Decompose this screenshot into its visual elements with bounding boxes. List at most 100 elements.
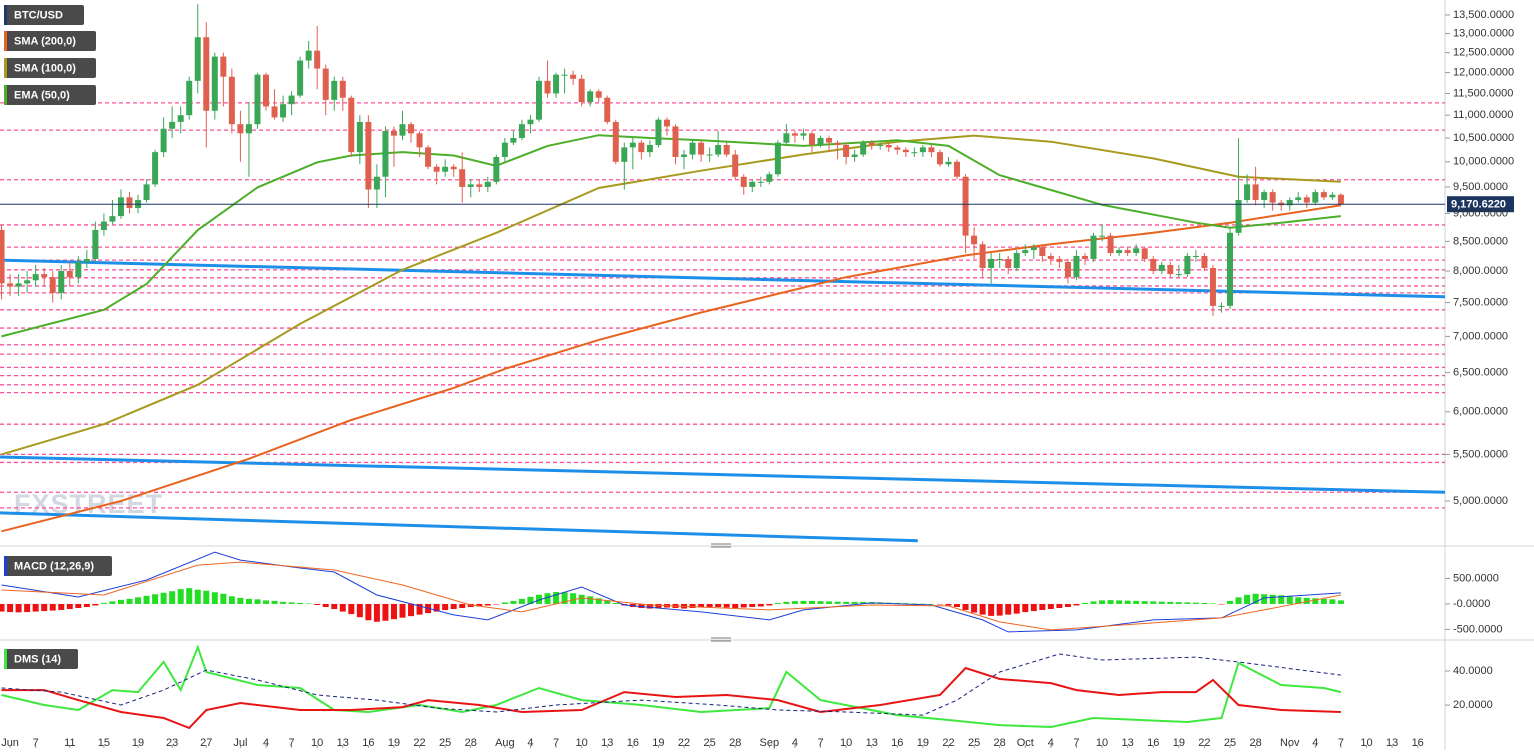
histogram-bar [979, 603, 986, 615]
histogram-bar [66, 603, 73, 610]
candle-body [757, 181, 764, 183]
histogram-bar [518, 598, 525, 604]
candle-body [211, 56, 218, 111]
candle-body [817, 137, 824, 146]
histogram-bar [177, 589, 184, 604]
candle-body [41, 274, 48, 278]
candle-body [143, 184, 150, 200]
candle-body [851, 154, 858, 157]
x-tick-label: 7 [553, 737, 559, 749]
histogram-bar [1312, 598, 1319, 604]
candle-body [1235, 199, 1242, 233]
candle-body [1141, 248, 1148, 259]
histogram-bar [1039, 603, 1046, 611]
y-tick-label: 10,000.0000 [1453, 156, 1514, 168]
candle-body [979, 244, 986, 268]
histogram-bar [595, 598, 602, 604]
candle-body [928, 147, 935, 153]
histogram-bar [117, 599, 124, 604]
histogram-bar [459, 603, 466, 609]
x-tick-label: 7 [289, 737, 295, 749]
candle-body [339, 80, 346, 98]
candle-body [100, 221, 107, 230]
x-tick-label: 16 [362, 737, 374, 749]
histogram-bar [58, 603, 65, 611]
candle-body [501, 142, 508, 157]
candle-body [646, 145, 653, 153]
line [1, 134, 1341, 456]
candle-body [800, 133, 807, 136]
histogram-bar [203, 590, 210, 604]
candle-body [612, 121, 619, 162]
y-tick-label: 8,500.0000 [1453, 235, 1508, 247]
candle-body [237, 124, 244, 134]
histogram-bar [1295, 597, 1302, 604]
histogram-bar [322, 603, 329, 607]
histogram-bar [15, 603, 22, 613]
histogram-bar [109, 601, 116, 604]
candle-body [774, 142, 781, 175]
histogram-bar [501, 602, 508, 604]
candle-body [1150, 258, 1157, 272]
candle-body [1107, 235, 1114, 254]
candle-body [732, 154, 739, 177]
x-tick-label: 19 [132, 737, 144, 749]
line [1, 561, 1341, 631]
y-tick-label: 12,500.0000 [1453, 47, 1514, 59]
histogram-bar [535, 594, 542, 604]
candle-body [263, 74, 270, 107]
candle-body [288, 95, 295, 105]
candle-body [544, 80, 551, 94]
legend-label: SMA (100,0) [14, 62, 76, 74]
histogram-bar [169, 591, 176, 604]
x-tick-label: 10 [576, 737, 588, 749]
legend-label: EMA (50,0) [14, 89, 70, 101]
candle-body [245, 124, 252, 134]
histogram-bar [228, 596, 235, 604]
candle-body [595, 91, 602, 98]
legend-label: BTC/USD [14, 9, 63, 21]
histogram-bar [288, 602, 295, 604]
histogram-bar [7, 603, 14, 613]
histogram-bar [1337, 600, 1344, 604]
x-tick-label: 19 [1173, 737, 1185, 749]
histogram-bar [715, 603, 722, 607]
candle-body [638, 142, 645, 153]
x-tick-label: 25 [1224, 737, 1236, 749]
candle-body [1073, 255, 1080, 278]
histogram-bar [1073, 603, 1080, 606]
candle-body [1192, 255, 1199, 257]
histogram-bar [1269, 594, 1276, 604]
candle-body [535, 80, 542, 120]
resize-handle[interactable] [711, 543, 731, 548]
y-tick-label: 20.0000 [1453, 699, 1493, 711]
histogram-bar [245, 598, 252, 604]
line [0, 258, 1445, 299]
candle-body [280, 104, 287, 118]
candle-body [1337, 194, 1344, 205]
x-tick-label: 10 [311, 737, 323, 749]
x-tick-label: 22 [413, 737, 425, 749]
candle-body [433, 166, 440, 172]
histogram-bar [356, 603, 363, 618]
candle-body [681, 154, 688, 157]
y-tick-label: -0.0000 [1453, 598, 1490, 610]
candle-body [92, 229, 99, 259]
histogram-bar [732, 603, 739, 609]
candle-body [24, 280, 31, 284]
legend-label: DMS (14) [14, 653, 61, 665]
panel [0, 551, 1344, 633]
candle-body [297, 60, 304, 96]
x-tick-label: 19 [917, 737, 929, 749]
resize-handle[interactable] [711, 637, 731, 642]
histogram-bar [757, 603, 764, 607]
candle-body [382, 131, 389, 177]
histogram-bar [135, 597, 142, 604]
candle-body [911, 152, 918, 154]
legend-box [4, 31, 96, 51]
histogram-bar [655, 603, 662, 609]
candle-body [1286, 199, 1293, 206]
candle-body [305, 50, 312, 61]
histogram-bar [152, 594, 159, 604]
